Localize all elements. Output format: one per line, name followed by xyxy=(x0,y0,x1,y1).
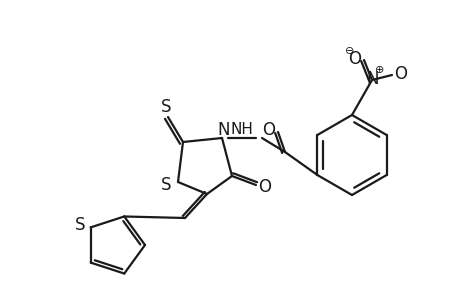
Text: ⊖: ⊖ xyxy=(345,46,354,56)
Text: NH: NH xyxy=(230,122,253,136)
Text: O: O xyxy=(258,178,271,196)
Text: S: S xyxy=(160,176,171,194)
Text: S: S xyxy=(160,98,171,116)
Text: O: O xyxy=(262,121,275,139)
Text: N: N xyxy=(366,70,378,88)
Text: N: N xyxy=(217,121,230,139)
Text: O: O xyxy=(394,65,407,83)
Text: ⊕: ⊕ xyxy=(375,65,384,75)
Text: S: S xyxy=(74,216,85,234)
Text: O: O xyxy=(348,50,361,68)
